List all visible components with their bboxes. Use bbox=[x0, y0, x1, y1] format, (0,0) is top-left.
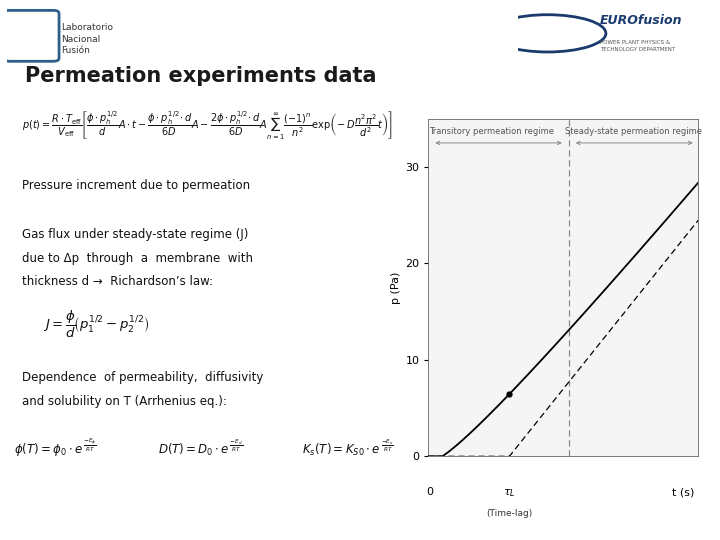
Text: 2nd EU-US DCLL Workshop. 14-15 Nov 2014. Los Angeles (CA), USA.: 2nd EU-US DCLL Workshop. 14-15 Nov 2014.… bbox=[11, 523, 297, 532]
Text: $\tau_L$: $\tau_L$ bbox=[503, 487, 516, 499]
Text: I. Fernández – ''Experimental data for tritium transport modeling'': I. Fernández – ''Experimental data for t… bbox=[11, 504, 310, 514]
Text: Transitory permeation regime: Transitory permeation regime bbox=[429, 126, 554, 136]
Text: Dependence  of permeability,  diffusivity: Dependence of permeability, diffusivity bbox=[22, 371, 263, 384]
Text: Steady-state permeation regime: Steady-state permeation regime bbox=[565, 126, 702, 136]
Text: $p(t)=\dfrac{R\cdot T_{\mathrm{eff}}}{V_{\mathrm{eff}}}\!\left[\dfrac{\phi\cdot : $p(t)=\dfrac{R\cdot T_{\mathrm{eff}}}{V_… bbox=[22, 110, 393, 142]
Text: $D(T)=D_0\cdot e^{\,\frac{-E_d}{RT}}$: $D(T)=D_0\cdot e^{\,\frac{-E_d}{RT}}$ bbox=[158, 437, 243, 458]
Text: Gas flux under steady-state regime (J): Gas flux under steady-state regime (J) bbox=[22, 228, 248, 241]
Text: EUROfusion: EUROfusion bbox=[600, 15, 683, 28]
Text: thickness d →  Richardson’s law:: thickness d → Richardson’s law: bbox=[22, 275, 212, 288]
Text: POWER PLANT PHYSICS &
TECHNOLOGY DEPARTMENT: POWER PLANT PHYSICS & TECHNOLOGY DEPARTM… bbox=[600, 40, 675, 51]
Text: due to Δp  through  a  membrane  with: due to Δp through a membrane with bbox=[22, 252, 253, 265]
Text: (Time-lag): (Time-lag) bbox=[486, 509, 533, 518]
Text: 0: 0 bbox=[426, 487, 433, 497]
Text: $K_s(T)=K_{S0}\cdot e^{\,\frac{-E_s}{RT}}$: $K_s(T)=K_{S0}\cdot e^{\,\frac{-E_s}{RT}… bbox=[302, 437, 395, 458]
Text: and solubility on T (Arrhenius eq.):: and solubility on T (Arrhenius eq.): bbox=[22, 395, 227, 408]
Text: Permeation experiments data: Permeation experiments data bbox=[25, 66, 377, 86]
Text: Laboratorio
Nacional
Fusión: Laboratorio Nacional Fusión bbox=[61, 23, 113, 56]
Text: $J=\dfrac{\phi}{d}\!\left(p_1^{1/2}-p_2^{1/2}\right)$: $J=\dfrac{\phi}{d}\!\left(p_1^{1/2}-p_2^… bbox=[43, 309, 150, 340]
Y-axis label: p (Pa): p (Pa) bbox=[391, 272, 401, 303]
Text: Pressure increment due to permeation: Pressure increment due to permeation bbox=[22, 179, 250, 192]
Text: $\phi(T)=\phi_0\cdot e^{\,\frac{-E_\phi}{RT}}$: $\phi(T)=\phi_0\cdot e^{\,\frac{-E_\phi}… bbox=[14, 436, 97, 458]
Text: 6/25: 6/25 bbox=[665, 510, 702, 525]
Text: t (s): t (s) bbox=[672, 487, 694, 497]
